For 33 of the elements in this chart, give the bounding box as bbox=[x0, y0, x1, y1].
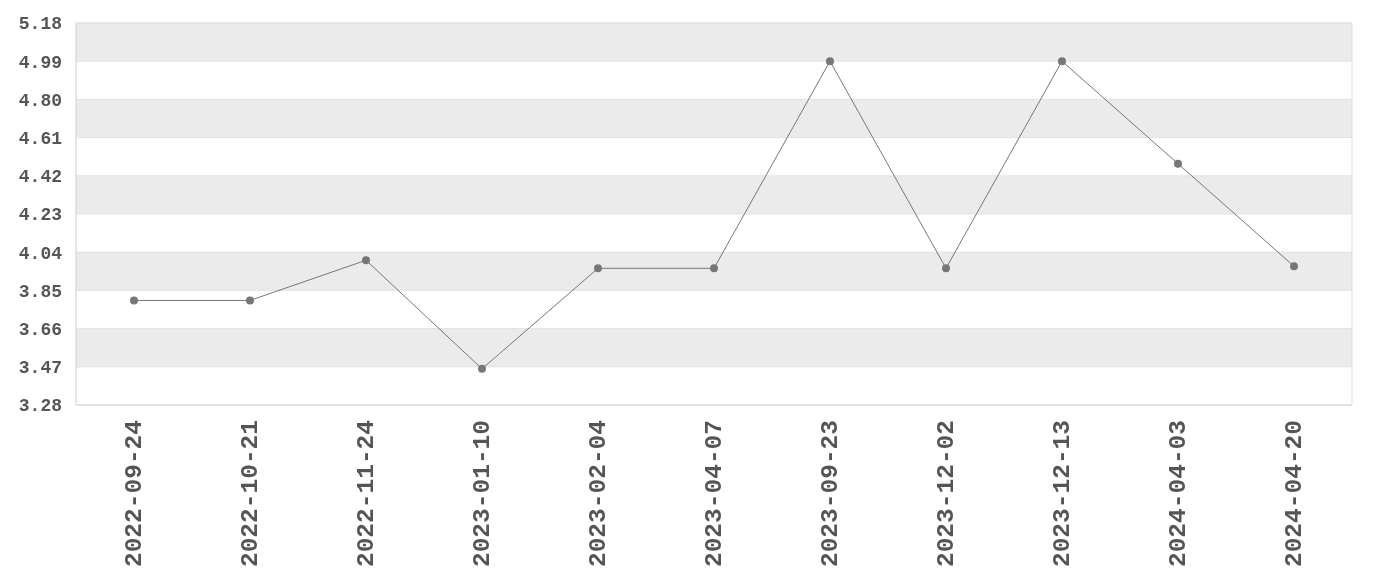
y-tick-label: 5.18 bbox=[18, 14, 62, 35]
x-tick-label: 2022-09-24 bbox=[120, 420, 148, 568]
point bbox=[478, 364, 486, 373]
x-tick-label: 2023-04-07 bbox=[700, 420, 728, 568]
point bbox=[130, 296, 138, 305]
x-tick-label: 2023-09-23 bbox=[816, 420, 844, 568]
point bbox=[1290, 262, 1298, 271]
y-tick-label: 4.61 bbox=[18, 128, 63, 149]
point bbox=[1058, 57, 1066, 66]
y-tick-label: 4.23 bbox=[18, 205, 62, 226]
y-tick-label: 4.42 bbox=[18, 167, 62, 188]
point bbox=[362, 256, 370, 265]
x-tick-label: 2023-02-04 bbox=[584, 420, 612, 568]
x-tick-label: 2023-01-10 bbox=[468, 420, 496, 568]
x-tick-label: 2022-10-21 bbox=[236, 420, 264, 568]
x-tick-label: 2023-12-13 bbox=[1048, 420, 1076, 568]
point bbox=[246, 296, 254, 305]
x-tick-label: 2023-12-02 bbox=[932, 420, 960, 568]
point bbox=[594, 264, 602, 273]
point bbox=[826, 57, 834, 66]
y-tick-label: 3.28 bbox=[18, 396, 62, 417]
point bbox=[1174, 159, 1182, 168]
y-tick-label: 3.66 bbox=[18, 319, 62, 340]
point bbox=[942, 264, 950, 273]
y-tick-label: 3.85 bbox=[18, 281, 62, 302]
point bbox=[710, 264, 718, 273]
y-tick-label: 4.99 bbox=[18, 52, 62, 73]
x-tick-label: 2024-04-03 bbox=[1164, 420, 1192, 568]
x-tick-label: 2024-04-20 bbox=[1280, 420, 1308, 568]
y-tick-label: 4.80 bbox=[18, 90, 62, 111]
x-tick-label: 2022-11-24 bbox=[352, 420, 380, 568]
y-tick-label: 4.04 bbox=[18, 243, 63, 264]
y-tick-label: 3.47 bbox=[18, 358, 62, 379]
